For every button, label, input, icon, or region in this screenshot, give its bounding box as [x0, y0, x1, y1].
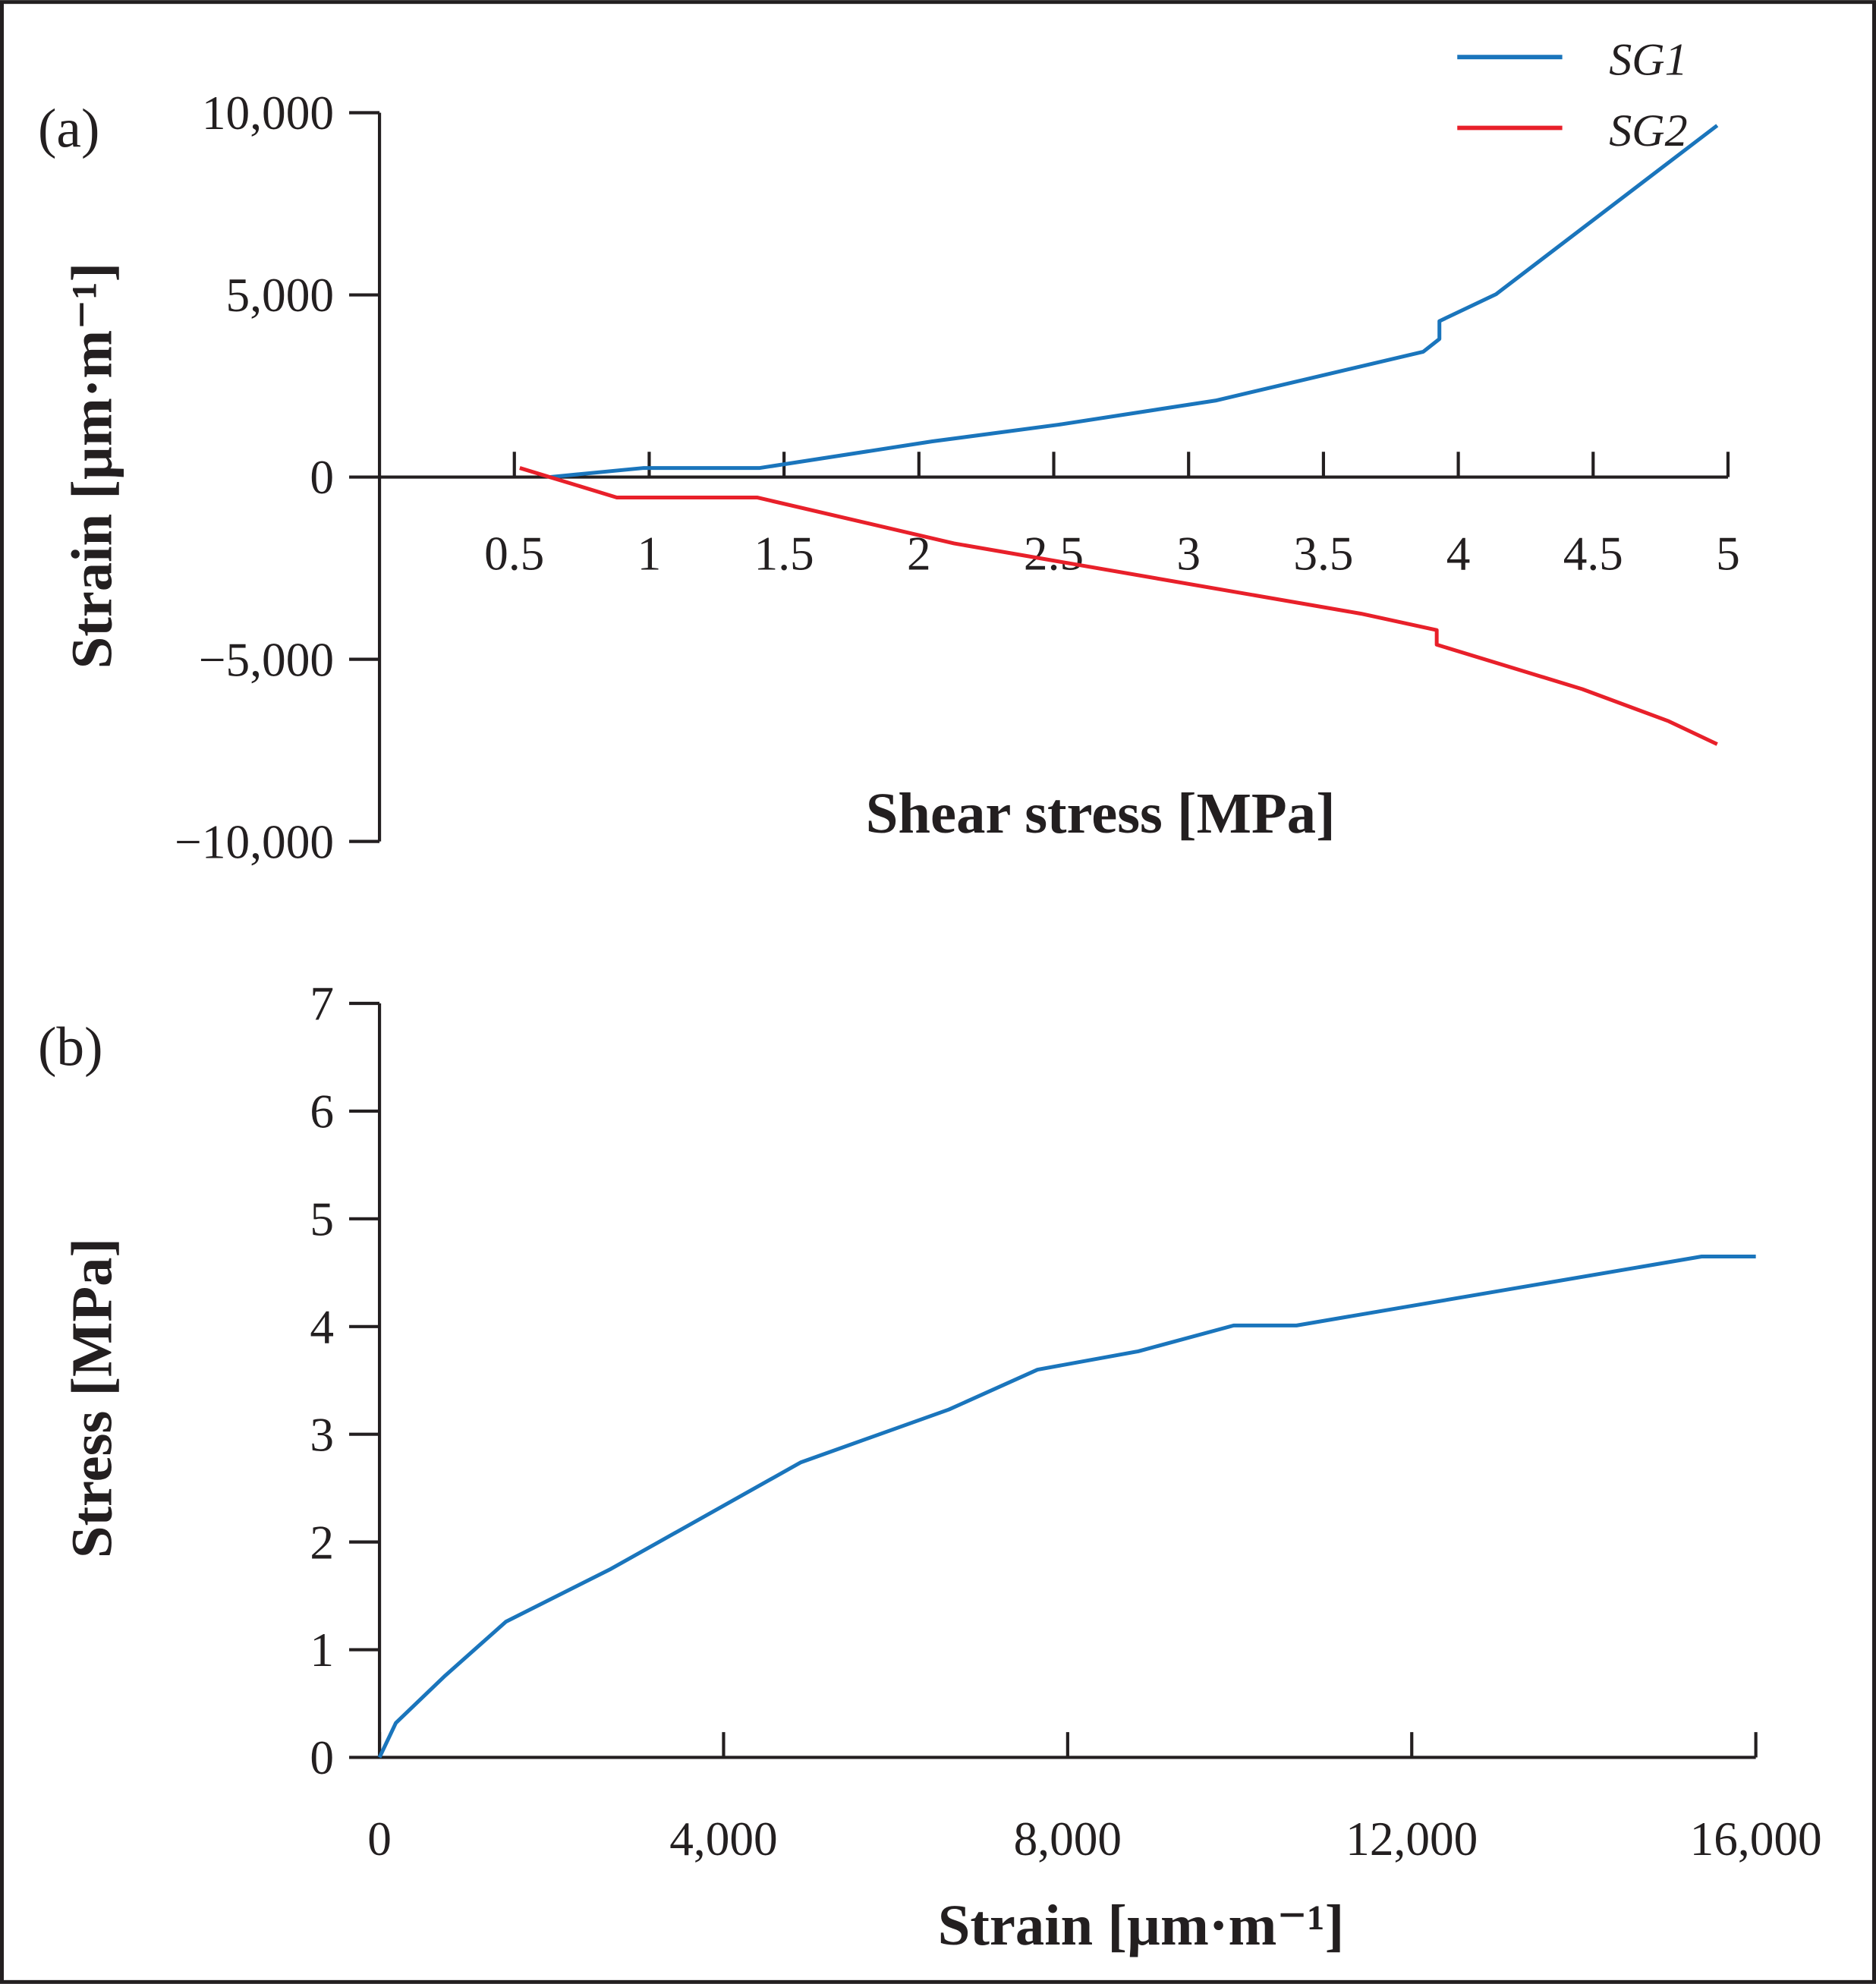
x-axis-label: Shear stress [MPa] — [866, 781, 1336, 846]
chart-b: 0 1 2 3 4 5 6 7 0 4,000 8,000 12,000 16,000 Strain [µ… — [38, 978, 1822, 1957]
y-tick-label: 0 — [310, 451, 334, 504]
x-tick-label: 4,000 — [669, 1812, 777, 1866]
y-tick-label: 6 — [310, 1085, 334, 1138]
x-tick-label: 1 — [637, 527, 662, 580]
x-tick-label: 3 — [1176, 527, 1201, 580]
y-tick-label: −10,000 — [175, 815, 334, 868]
legend-label-SG2: SG2 — [1609, 105, 1687, 156]
y-tick-label: 4 — [310, 1300, 334, 1353]
y-tick-label: 2 — [310, 1516, 334, 1569]
y-tick-label: 7 — [310, 978, 334, 1031]
x-tick-label: 3.5 — [1293, 527, 1353, 580]
x-tick-label: 2.5 — [1024, 527, 1084, 580]
x-tick-label: 12,000 — [1346, 1812, 1478, 1866]
x-tick-label: 8,000 — [1014, 1812, 1122, 1866]
x-axis-label: Strain [µm·m⁻¹] — [938, 1893, 1345, 1957]
x-tick-label: 16,000 — [1690, 1812, 1822, 1866]
y-tick-label: −5,000 — [199, 633, 334, 686]
x-tick-label: 5 — [1716, 527, 1740, 580]
y-axis-label: Stress [MPa] — [60, 1238, 124, 1558]
series-line-SG2 — [519, 466, 1718, 746]
legend-label-SG1: SG1 — [1609, 35, 1687, 85]
y-tick-label: 0 — [310, 1731, 334, 1784]
y-tick-label: 1 — [310, 1623, 334, 1677]
panel-label: (b) — [38, 1016, 103, 1078]
y-axis-label: Strain [µm·m⁻¹] — [60, 263, 124, 669]
x-tick-label: 0 — [367, 1812, 392, 1866]
x-tick-label: 4.5 — [1563, 527, 1623, 580]
x-tick-label: 1.5 — [754, 527, 814, 580]
y-tick-label: 5,000 — [226, 269, 335, 322]
y-tick-label: 10,000 — [202, 87, 334, 140]
y-tick-label: 5 — [310, 1193, 334, 1246]
y-tick-label: 3 — [310, 1408, 334, 1461]
panel-label: (a) — [38, 98, 99, 159]
series-line-SG1 — [549, 124, 1719, 480]
x-tick-label: 0.5 — [484, 527, 544, 580]
x-tick-label: 4 — [1446, 527, 1471, 580]
series-line — [377, 1255, 1756, 1759]
